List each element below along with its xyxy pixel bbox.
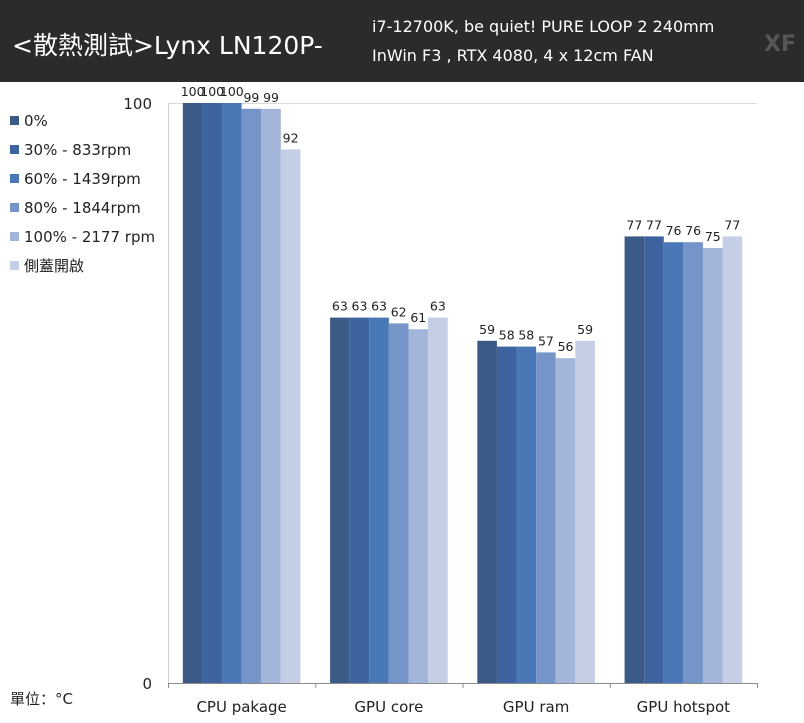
bar — [280, 149, 301, 683]
data-label: 63 — [371, 299, 387, 314]
test-spec-line-1: i7-12700K, be quiet! PURE LOOP 2 240mm — [372, 17, 715, 36]
bar — [330, 317, 350, 683]
test-spec-line-2: InWin F3 , RTX 4080, 4 x 12cm FAN — [372, 46, 654, 65]
x-tick-label: GPU ram — [503, 698, 569, 716]
data-label: 99 — [263, 90, 279, 105]
bar — [477, 340, 497, 683]
bar — [241, 108, 262, 684]
data-label: 99 — [243, 90, 259, 105]
bar — [182, 103, 203, 683]
legend-label: 100% - 2177 rpm — [24, 227, 156, 246]
legend-swatch — [10, 261, 19, 270]
data-label: 56 — [558, 339, 574, 354]
data-label: 59 — [577, 322, 593, 337]
data-label: 76 — [685, 223, 701, 238]
legend-swatch — [10, 203, 19, 212]
page-title: <散熱測試>Lynx LN120P- — [12, 31, 323, 60]
legend-item: 側蓋開啟 — [10, 251, 155, 280]
data-label: 62 — [391, 304, 407, 319]
bar — [349, 317, 370, 683]
legend-item: 80% - 1844rpm — [10, 193, 155, 222]
bar — [496, 346, 517, 683]
bar — [536, 352, 556, 683]
data-label: 58 — [499, 328, 515, 343]
legend-item: 60% - 1439rpm — [10, 164, 155, 193]
y-tick-label: 0 — [142, 675, 152, 693]
data-label: 100 — [220, 84, 244, 99]
data-label: 63 — [430, 299, 446, 314]
legend-swatch — [10, 174, 19, 183]
data-label: 100 — [200, 84, 224, 99]
data-label: 76 — [666, 223, 682, 238]
bar — [222, 103, 242, 683]
x-tick-label: GPU core — [354, 698, 423, 716]
bar — [624, 236, 645, 683]
x-tick-label: CPU pakage — [196, 698, 286, 716]
bar — [516, 346, 537, 683]
chart-legend: 0% 30% - 833rpm 60% - 1439rpm 80% - 1844rpm… — [10, 106, 155, 280]
data-label: 59 — [479, 322, 495, 337]
legend-item: 30% - 833rpm — [10, 135, 155, 164]
unit-label: 單位：°C — [10, 690, 73, 708]
bar — [408, 329, 429, 683]
data-label: 77 — [646, 217, 662, 232]
data-label: 61 — [410, 310, 426, 325]
bar — [575, 340, 595, 683]
bar — [702, 248, 723, 683]
legend-label: 60% - 1439rpm — [24, 169, 141, 188]
bar — [555, 358, 576, 683]
legend-swatch — [10, 145, 19, 154]
header-bar: <散熱測試>Lynx LN120P- i7-12700K, be quiet! … — [0, 0, 804, 82]
bar — [722, 236, 743, 683]
legend-swatch — [10, 116, 19, 125]
legend-item: 0% — [10, 106, 155, 135]
bar — [261, 108, 281, 684]
legend-swatch — [10, 232, 19, 241]
bar — [428, 317, 448, 683]
data-label: 92 — [283, 130, 299, 145]
data-label: 63 — [332, 299, 348, 314]
legend-item: 100% - 2177 rpm — [10, 222, 155, 251]
data-label: 58 — [518, 328, 534, 343]
y-tick-label: 100 — [123, 95, 152, 113]
data-label: 75 — [705, 229, 721, 244]
bar — [388, 323, 409, 683]
data-label: 77 — [626, 217, 642, 232]
bar — [663, 242, 684, 683]
data-label: 100 — [181, 84, 205, 99]
bar — [683, 242, 703, 683]
data-label: 77 — [724, 217, 740, 232]
bar — [369, 317, 389, 683]
legend-label: 80% - 1844rpm — [24, 198, 141, 217]
bar — [644, 236, 664, 683]
legend-label: 0% — [24, 111, 48, 130]
x-tick-label: GPU hotspot — [637, 698, 730, 716]
data-label: 63 — [352, 299, 368, 314]
data-label: 57 — [538, 333, 554, 348]
bar — [202, 103, 223, 683]
legend-label: 30% - 833rpm — [24, 140, 132, 159]
legend-label: 側蓋開啟 — [24, 257, 85, 275]
brand-logo: XF — [764, 32, 796, 57]
